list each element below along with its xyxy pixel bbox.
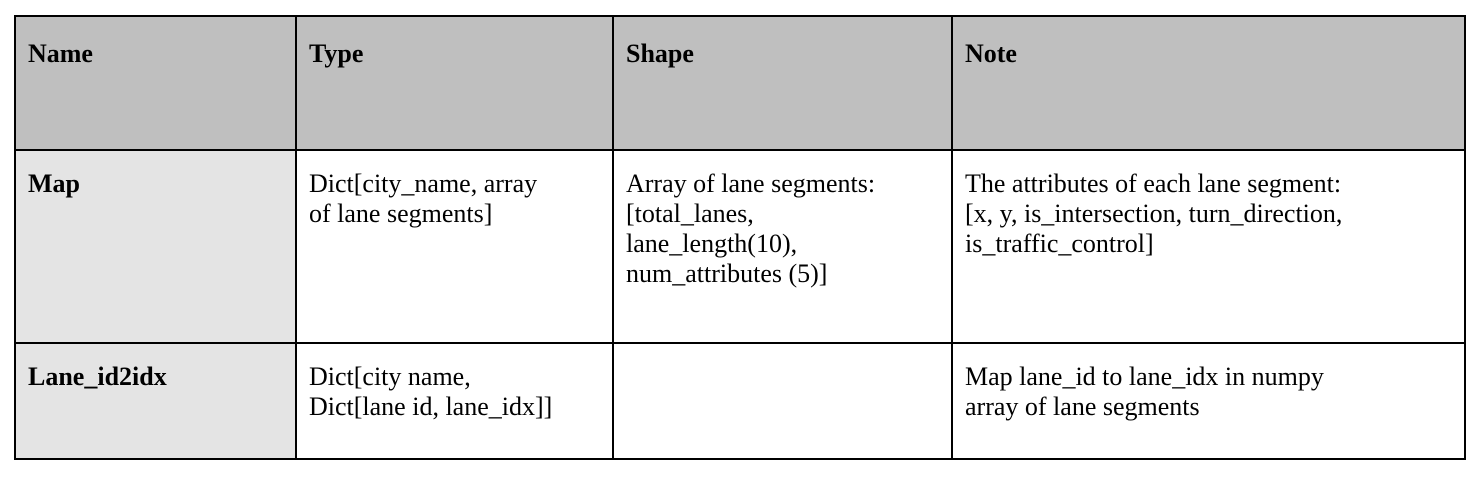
row-name-cell: Map [14,149,297,344]
row-shape-cell: Array of lane segments: [total_lanes, la… [612,149,953,344]
row-name-cell: Lane_id2idx [14,342,297,460]
row-name-text: Map [28,169,80,198]
header-note: Note [951,15,1466,151]
row-name-text: Lane_id2idx [28,362,167,391]
table-row: Lane_id2idx Dict[city name, Dict[lane id… [14,342,1466,460]
row-type-cell: Dict[city name, Dict[lane id, lane_idx]] [295,342,614,460]
header-name: Name [14,15,297,151]
row-note-text: Map lane_id to lane_idx in numpy array o… [965,362,1324,421]
row-type-cell: Dict[city_name, array of lane segments] [295,149,614,344]
table-row: Map Dict[city_name, array of lane segmen… [14,149,1466,344]
row-note-cell: The attributes of each lane segment: [x,… [951,149,1466,344]
header-shape: Shape [612,15,953,151]
data-structure-table: Name Type Shape Note Map Dict[city_name,… [14,15,1466,460]
row-shape-text: Array of lane segments: [total_lanes, la… [626,169,876,288]
header-type: Type [295,15,614,151]
row-type-text: Dict[city name, Dict[lane id, lane_idx]] [309,362,553,421]
row-note-cell: Map lane_id to lane_idx in numpy array o… [951,342,1466,460]
table-header-row: Name Type Shape Note [14,15,1466,151]
row-type-text: Dict[city_name, array of lane segments] [309,169,538,228]
row-note-text: The attributes of each lane segment: [x,… [965,169,1343,258]
row-shape-cell [612,342,953,460]
